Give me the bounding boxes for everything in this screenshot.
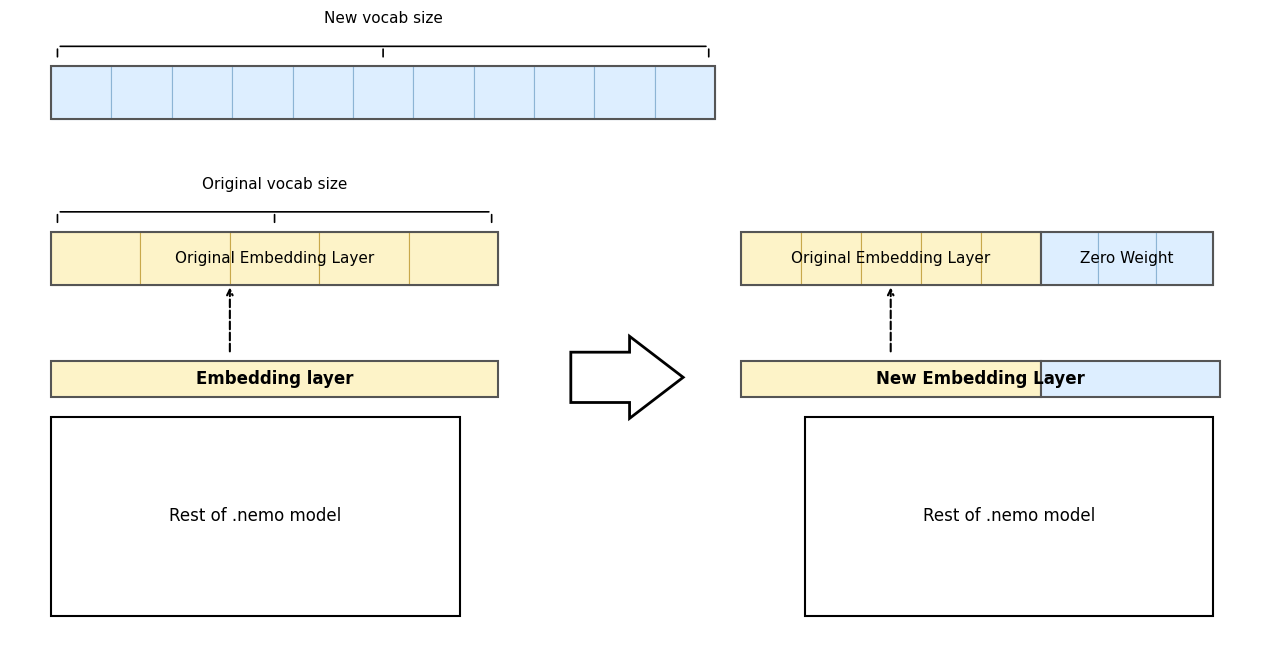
FancyBboxPatch shape xyxy=(981,232,1041,285)
Text: Original vocab size: Original vocab size xyxy=(202,177,347,192)
FancyBboxPatch shape xyxy=(741,232,801,285)
Text: Original Embedding Layer: Original Embedding Layer xyxy=(175,251,374,265)
FancyBboxPatch shape xyxy=(861,232,921,285)
FancyBboxPatch shape xyxy=(921,232,981,285)
FancyBboxPatch shape xyxy=(1098,232,1156,285)
FancyBboxPatch shape xyxy=(111,66,172,119)
FancyBboxPatch shape xyxy=(801,232,861,285)
FancyBboxPatch shape xyxy=(414,66,474,119)
FancyBboxPatch shape xyxy=(51,361,498,397)
FancyBboxPatch shape xyxy=(352,66,414,119)
Text: New vocab size: New vocab size xyxy=(323,11,443,26)
FancyBboxPatch shape xyxy=(230,232,319,285)
Text: Rest of .nemo model: Rest of .nemo model xyxy=(170,507,341,526)
FancyBboxPatch shape xyxy=(51,66,111,119)
FancyBboxPatch shape xyxy=(319,232,409,285)
FancyBboxPatch shape xyxy=(1041,232,1098,285)
FancyBboxPatch shape xyxy=(409,232,498,285)
FancyBboxPatch shape xyxy=(1041,361,1220,397)
FancyBboxPatch shape xyxy=(805,417,1213,616)
Text: Zero Weight: Zero Weight xyxy=(1080,251,1174,265)
Text: Original Embedding Layer: Original Embedding Layer xyxy=(790,251,991,265)
Polygon shape xyxy=(571,336,683,418)
FancyBboxPatch shape xyxy=(474,66,534,119)
FancyBboxPatch shape xyxy=(655,66,715,119)
FancyBboxPatch shape xyxy=(594,66,655,119)
Text: New Embedding Layer: New Embedding Layer xyxy=(876,370,1084,388)
FancyBboxPatch shape xyxy=(51,232,140,285)
Text: Embedding layer: Embedding layer xyxy=(195,370,354,388)
FancyBboxPatch shape xyxy=(172,66,232,119)
FancyBboxPatch shape xyxy=(232,66,292,119)
FancyBboxPatch shape xyxy=(534,66,594,119)
Text: Rest of .nemo model: Rest of .nemo model xyxy=(923,507,1094,526)
FancyBboxPatch shape xyxy=(292,66,352,119)
FancyBboxPatch shape xyxy=(1156,232,1213,285)
FancyBboxPatch shape xyxy=(140,232,230,285)
FancyBboxPatch shape xyxy=(51,417,460,616)
FancyBboxPatch shape xyxy=(741,361,1041,397)
